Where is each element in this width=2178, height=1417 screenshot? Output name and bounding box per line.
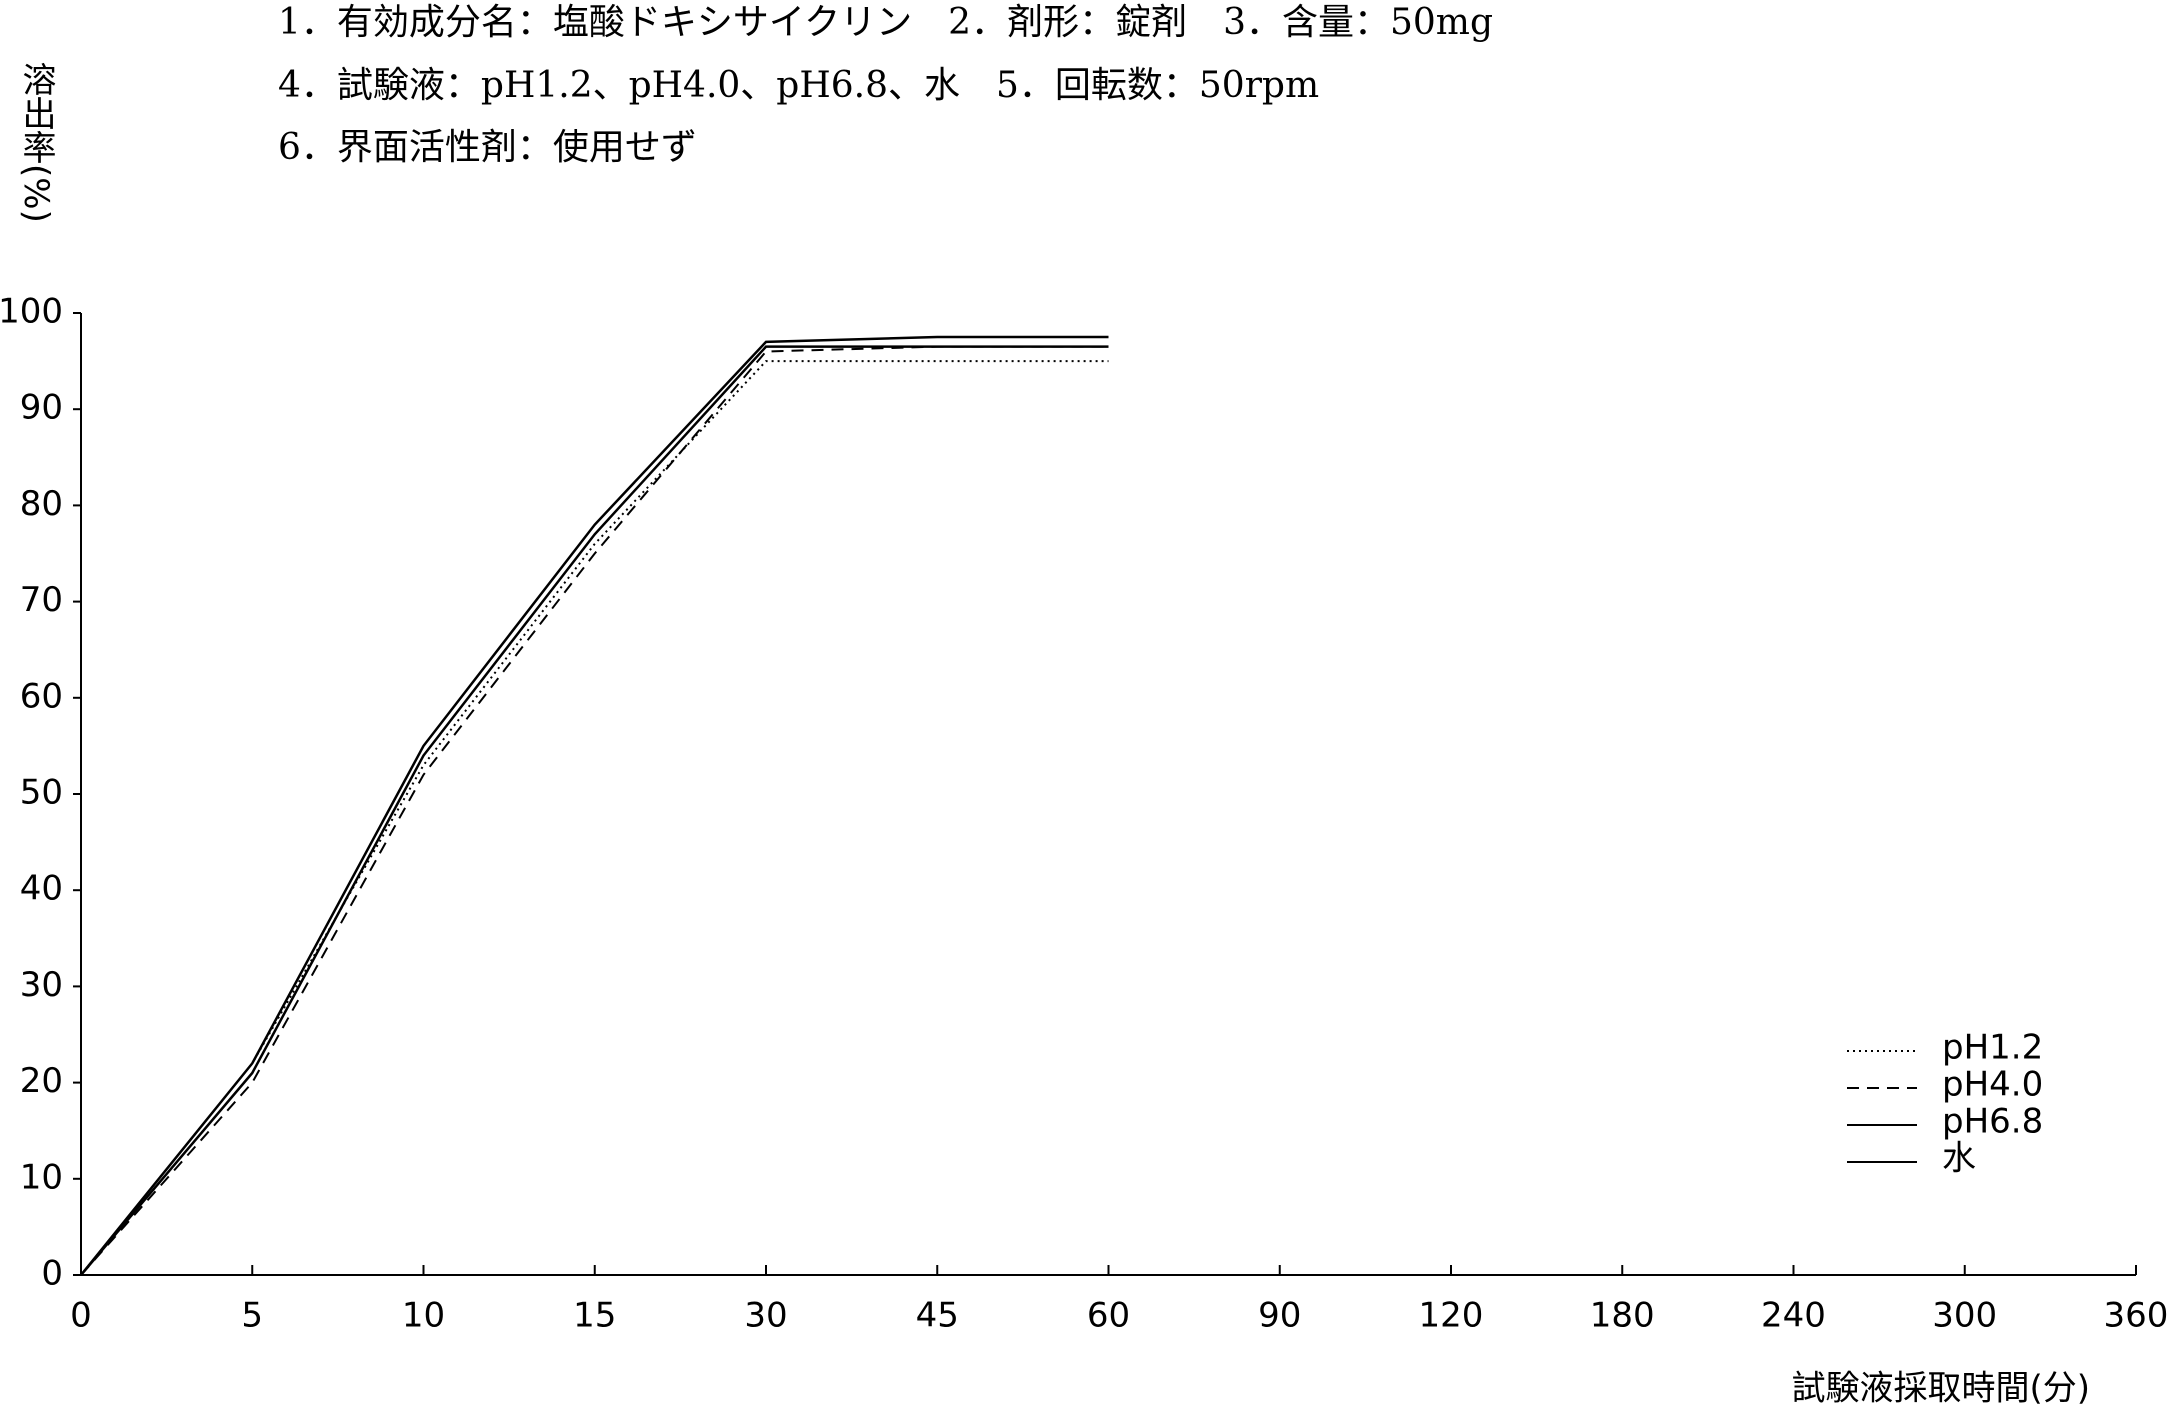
y-tick-label: 90 [20, 388, 63, 428]
x-tick-label: 300 [1932, 1296, 1997, 1336]
x-axis-label: 試験液採取時間(分) [1791, 1369, 2090, 1409]
y-tick-label: 10 [20, 1157, 63, 1197]
x-tick-label: 180 [1590, 1296, 1655, 1336]
legend-label: pH1.2 [1942, 1028, 2043, 1068]
series-line [80, 345, 1109, 1276]
y-tick-label: 20 [20, 1061, 63, 1101]
x-tick-label: 360 [2104, 1296, 2169, 1336]
x-tick-label: 60 [1087, 1296, 1130, 1336]
y-axis-label: 溶出率(%) [16, 62, 56, 223]
y-tick-label: 100 [0, 292, 63, 332]
legend-label: pH4.0 [1942, 1065, 2043, 1105]
y-tick-label: 50 [20, 773, 63, 813]
x-tick-label: 45 [916, 1296, 959, 1336]
title-line: 6．界面活性剤：使用せず [278, 127, 697, 168]
series-line [80, 360, 1109, 1276]
x-tick-label: 10 [402, 1296, 445, 1336]
legend-label: pH6.8 [1942, 1102, 2043, 1142]
y-tick-label: 30 [20, 965, 63, 1005]
x-tick-label: 120 [1419, 1296, 1484, 1336]
y-tick-label: 70 [20, 580, 63, 620]
y-tick-label: 60 [20, 676, 63, 716]
x-tick-label: 0 [70, 1296, 92, 1336]
x-tick-label: 5 [241, 1296, 263, 1336]
x-tick-label: 30 [744, 1296, 787, 1336]
x-tick-label: 240 [1761, 1296, 1826, 1336]
y-tick-label: 0 [41, 1254, 63, 1294]
title-line: 1．有効成分名：塩酸ドキシサイクリン 2．剤形：錠剤 3．含量：50mg [278, 2, 1493, 43]
y-tick-label: 40 [20, 869, 63, 909]
series-line [80, 345, 1109, 1276]
legend-label: 水 [1942, 1139, 1976, 1179]
series-line [80, 335, 1109, 1276]
x-tick-label: 15 [573, 1296, 616, 1336]
title-line: 4．試験液：pH1.2、pH4.0、pH6.8、水 5．回転数：50rpm [278, 65, 1319, 106]
x-tick-label: 90 [1258, 1296, 1301, 1336]
y-tick-label: 80 [20, 484, 63, 524]
